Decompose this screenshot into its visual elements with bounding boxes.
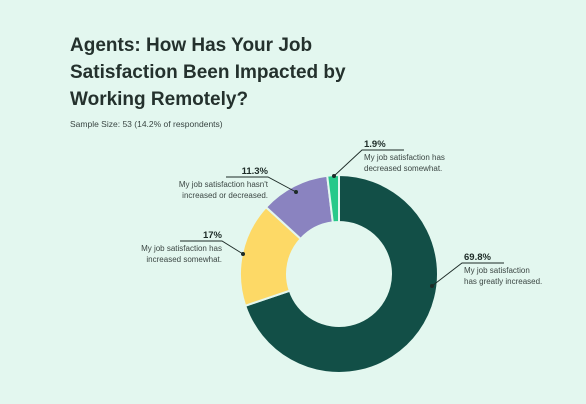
chart-title: Agents: How Has Your Job Satisfaction Be… — [70, 35, 346, 110]
data-label-text: My job satisfaction has — [364, 153, 445, 162]
data-label-text: increased somewhat. — [146, 255, 222, 264]
leader-line — [333, 149, 404, 177]
data-label-value: 1.9% — [364, 139, 386, 150]
data-label-text: My job satisfaction has — [141, 244, 222, 253]
data-label-text: My job satisfaction hasn't — [179, 180, 269, 189]
donut-slice — [326, 173, 340, 224]
leader-line — [180, 240, 244, 255]
data-label-value: 11.3% — [242, 166, 269, 177]
chart-subtitle: Sample Size: 53 (14.2% of respondents) — [70, 119, 223, 129]
leader-line — [431, 262, 504, 287]
data-label-text: decreased somewhat. — [364, 164, 442, 173]
data-label-value: 17% — [203, 230, 223, 241]
data-label-value: 69.8% — [464, 252, 491, 263]
donut-slice — [243, 173, 439, 374]
data-label-text: increased or decreased. — [182, 191, 268, 200]
data-label-text: has greatly increased. — [464, 277, 542, 286]
data-label-text: My job satisfaction — [464, 266, 530, 275]
leader-line — [226, 176, 297, 193]
